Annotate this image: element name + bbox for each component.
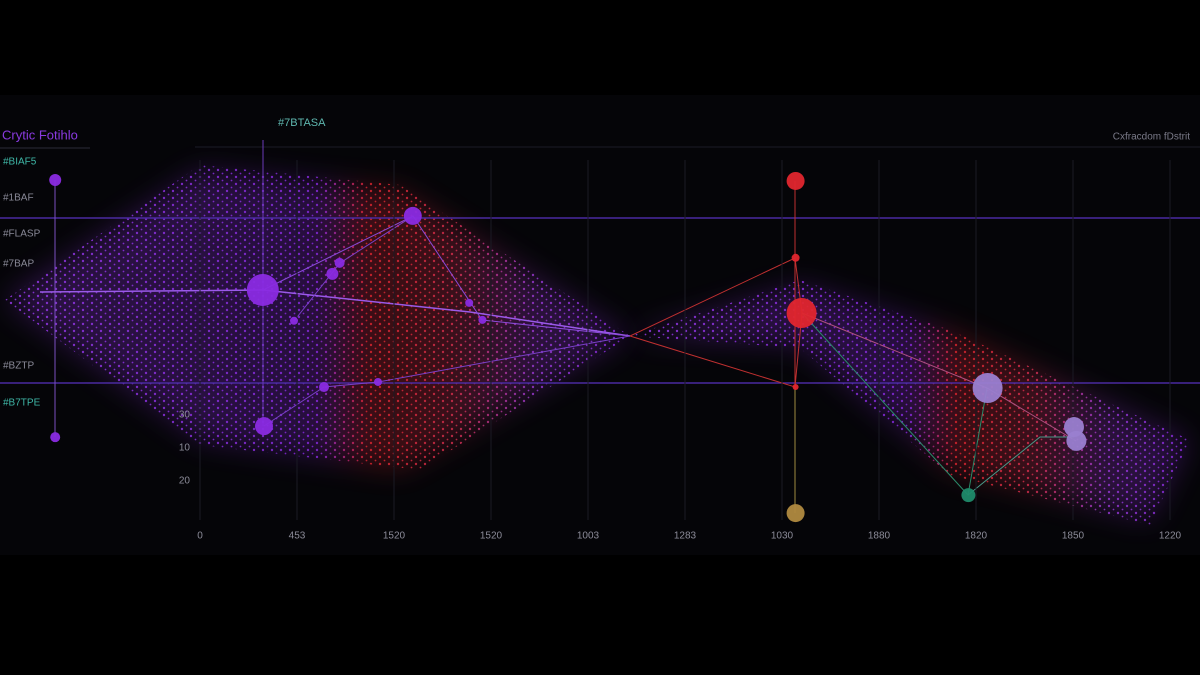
y-tick-label: 10 [179, 443, 191, 454]
chart-title: Crytic Fotihlo [2, 127, 78, 142]
x-tick-label: 1820 [965, 531, 988, 542]
x-tick-label: 1030 [771, 531, 794, 542]
x-tick-label: 1520 [480, 531, 503, 542]
point [1066, 430, 1087, 451]
side-label: #BZTP [3, 361, 34, 372]
side-label: #BIAF5 [3, 157, 37, 168]
annotation: #7BTASA [278, 117, 326, 129]
point [786, 504, 805, 523]
x-tick-label: 1003 [577, 531, 600, 542]
point [50, 432, 61, 443]
x-tick-label: 453 [289, 531, 306, 542]
side-label: #B7TPE [3, 398, 41, 409]
point [465, 298, 474, 307]
point-cloud [5, 165, 1190, 525]
point [403, 206, 422, 225]
point [374, 377, 382, 386]
point [290, 316, 298, 325]
side-label: #7BAP [3, 259, 34, 270]
point [326, 267, 339, 280]
side-label: #FLASP [3, 229, 41, 240]
point [792, 384, 799, 391]
point [478, 315, 487, 324]
x-tick-label: 1220 [1159, 531, 1182, 542]
y-tick-label: 30 [179, 410, 191, 421]
point [246, 273, 279, 306]
x-tick-label: 1283 [674, 531, 697, 542]
point [255, 417, 273, 436]
point [786, 297, 817, 328]
x-tick-label: 1880 [868, 531, 891, 542]
point [786, 171, 805, 190]
x-tick-label: 1850 [1062, 531, 1085, 542]
subtitle: Cxfracdom fDstrit [1113, 132, 1190, 143]
point [49, 174, 62, 187]
x-tick-label: 1520 [383, 531, 406, 542]
side-label: #1BAF [3, 193, 34, 204]
point [334, 257, 345, 268]
point [319, 382, 329, 393]
x-tick-label: 0 [197, 531, 203, 542]
point [791, 253, 800, 262]
point [961, 488, 976, 503]
y-tick-label: 20 [179, 476, 191, 487]
point [972, 372, 1003, 403]
